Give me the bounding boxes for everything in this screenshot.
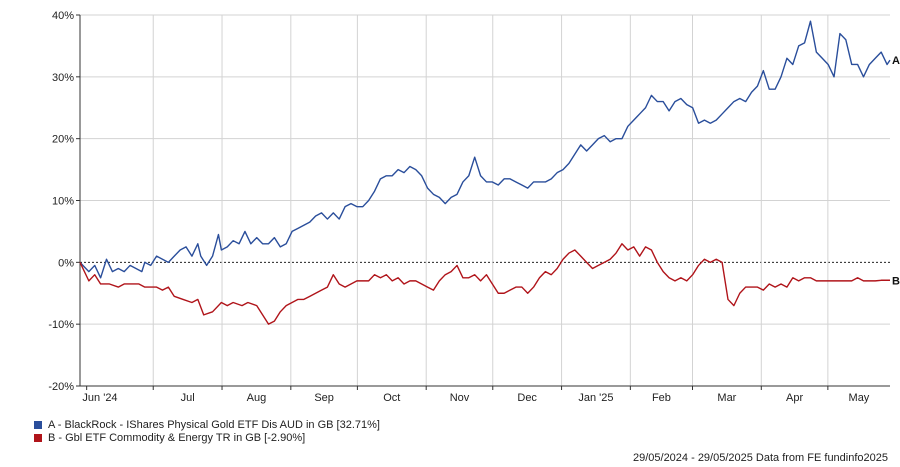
legend-swatch-a [34,420,42,429]
y-tick-label: 10% [52,196,74,208]
series-line-b [79,243,890,325]
x-tick-label: Feb [652,392,671,404]
x-tick-label: Dec [517,392,537,404]
y-tick-label: -10% [48,319,74,331]
y-tick-label: -20% [48,381,74,393]
legend-label-a: A - BlackRock - IShares Physical Gold ET… [48,418,380,431]
series-line-a [79,20,891,279]
y-tick-label: 40% [52,10,74,22]
legend-label-b: B - Gbl ETF Commodity & Energy TR in GB … [48,431,306,444]
y-tick-label: 20% [52,134,74,146]
y-tick-label: 30% [52,72,74,84]
x-tick-label: Sep [314,392,334,404]
x-tick-label: Jan '25 [578,392,613,404]
line-chart: 40% 30% 20% 10% 0% -10% -20% Jun '24 Jul Aug Sep Oc… [48,10,900,404]
x-tick-label: May [849,392,870,404]
legend-swatch-b [34,433,42,442]
x-tick-label: Mar [717,392,736,404]
series-end-label-b: B [892,275,900,287]
x-tick-label: Apr [786,392,803,404]
x-tick-label: Nov [450,392,470,404]
data-source-note: 29/05/2024 - 29/05/2025 Data from FE fun… [632,452,888,464]
x-tick-label: Jun '24 [82,392,117,404]
x-tick-label: Oct [383,392,400,404]
y-tick-label: 0% [58,257,74,269]
legend-item-b: B - Gbl ETF Commodity & Energy TR in GB … [34,431,380,444]
legend: A - BlackRock - IShares Physical Gold ET… [34,418,380,444]
legend-item-a: A - BlackRock - IShares Physical Gold ET… [34,418,380,431]
series-end-label-a: A [892,55,900,67]
x-tick-label: Aug [247,392,267,404]
x-tick-label: Jul [181,392,195,404]
